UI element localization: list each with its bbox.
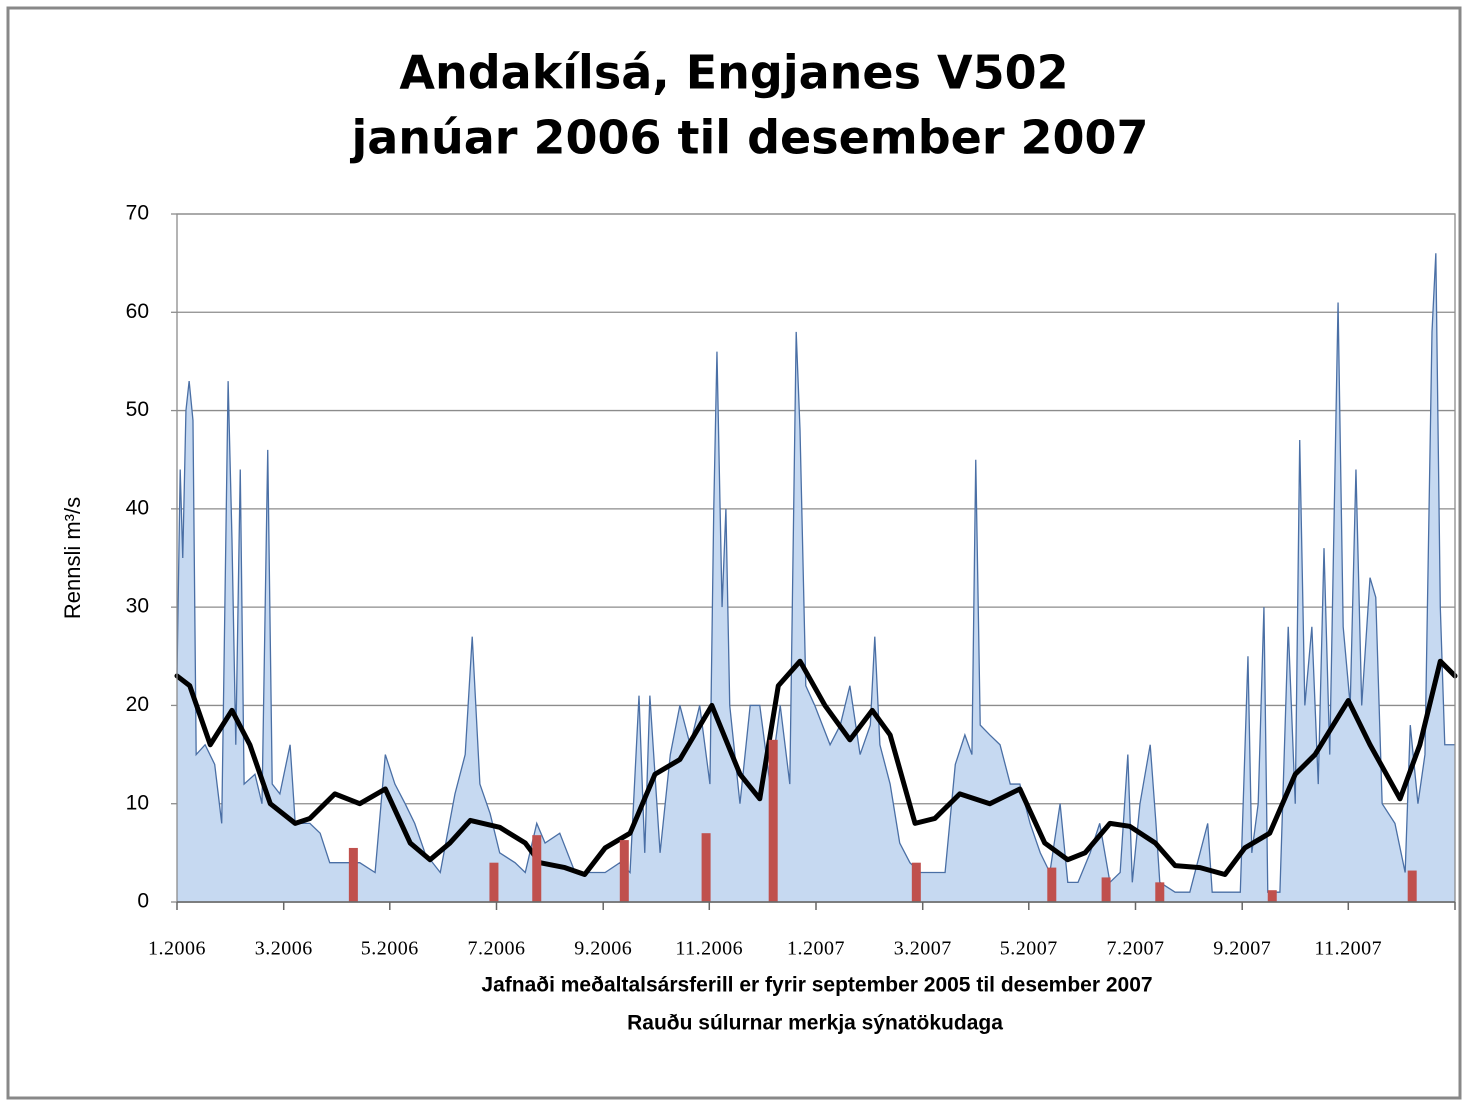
x-tick-label: 7.2006: [468, 938, 526, 960]
footnote: Jafnaði meðaltalsársferill er fyrir sept…: [481, 974, 1152, 997]
y-tick-label: 20: [126, 693, 149, 716]
x-tick-label: 3.2007: [894, 938, 952, 960]
flow-area: [177, 253, 1455, 903]
y-tick-label: 10: [126, 791, 149, 814]
sample-bar: [768, 739, 778, 902]
sample-bar: [619, 840, 629, 902]
y-tick-label: 70: [126, 202, 149, 225]
mean-line: [174, 658, 1458, 877]
x-tick-label: 7.2007: [1107, 938, 1165, 960]
y-tick-label: 60: [126, 300, 149, 323]
x-tick-label: 5.2007: [1000, 938, 1058, 960]
x-tick-label: 11.2007: [1314, 938, 1382, 960]
sample-bar: [489, 862, 499, 902]
x-tick-label: 3.2006: [255, 938, 313, 960]
sample-bar: [1267, 890, 1277, 902]
flow-line: [176, 253, 1455, 893]
sample-bar: [532, 835, 542, 902]
y-tick-label: 40: [126, 496, 149, 519]
x-tick-label: 11.2006: [675, 938, 743, 960]
y-axis-label: Rennsli m³/s: [60, 497, 85, 619]
sample-bar: [1155, 882, 1165, 902]
chart-frame: [6, 6, 1462, 1100]
footnote: Rauðu súlurnar merkja sýnatökudaga: [627, 1012, 1003, 1035]
x-tick-label: 5.2006: [361, 938, 419, 960]
sample-bar: [1101, 877, 1111, 902]
sample-bar: [701, 833, 711, 902]
chart-title: Andakílsá, Engjanes V502: [399, 46, 1068, 100]
x-tick-label: 1.2007: [787, 938, 845, 960]
x-tick-label: 9.2006: [574, 938, 632, 960]
sample-bar: [911, 862, 921, 902]
sample-bar: [348, 847, 358, 902]
sample-bar: [1407, 870, 1417, 902]
x-tick-label: 1.2006: [148, 938, 206, 960]
chart-subtitle: janúar 2006 til desember 2007: [349, 111, 1148, 165]
y-tick-label: 30: [126, 595, 149, 618]
sample-bar: [1047, 867, 1057, 902]
x-tick-label: 9.2007: [1213, 938, 1271, 960]
y-tick-label: 50: [126, 398, 149, 421]
y-tick-label: 0: [137, 890, 149, 913]
